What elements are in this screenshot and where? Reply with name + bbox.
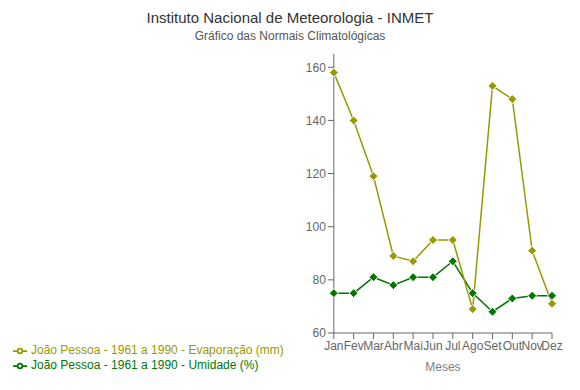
svg-text:Meses: Meses: [425, 360, 460, 374]
svg-text:Jun: Jun: [423, 339, 442, 353]
svg-text:Mar: Mar: [363, 339, 384, 353]
svg-text:Mai: Mai: [403, 339, 422, 353]
svg-text:Dez: Dez: [541, 339, 562, 353]
html-text:Instituto Nacional de Meteorol: Instituto Nacional de Meteorologia - INM…: [146, 9, 434, 26]
svg-text:120: 120: [306, 167, 326, 181]
svg-text:100: 100: [306, 220, 326, 234]
html-text:Gráfico das Normais Climatológ: Gráfico das Normais Climatológicas: [194, 29, 386, 43]
svg-text:160: 160: [306, 61, 326, 75]
svg-text:Jul: Jul: [445, 339, 460, 353]
svg-text:Set: Set: [483, 339, 502, 353]
svg-text:60: 60: [312, 326, 326, 340]
html-text:João Pessoa - 1961 a 1990 - Um: João Pessoa - 1961 a 1990 - Umidade (%): [31, 358, 259, 373]
svg-text:Ago: Ago: [462, 339, 484, 353]
svg-text:Jan: Jan: [324, 339, 343, 353]
html-text:João Pessoa - 1961 a 1990 - Ev: João Pessoa - 1961 a 1990 - Evaporação (…: [31, 343, 284, 358]
svg-text:Out: Out: [503, 339, 523, 353]
svg-text:Nov: Nov: [521, 339, 542, 353]
svg-text:Abr: Abr: [384, 339, 403, 353]
svg-text:Fev: Fev: [344, 339, 364, 353]
svg-text:140: 140: [306, 114, 326, 128]
svg-text:80: 80: [312, 273, 326, 287]
